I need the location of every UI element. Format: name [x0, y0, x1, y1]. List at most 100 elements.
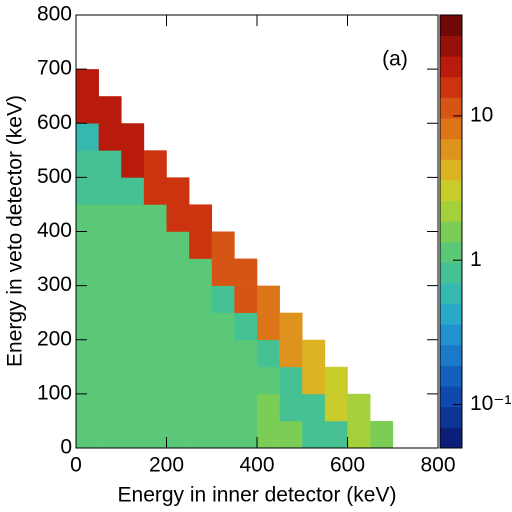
- heatmap-cell: [257, 285, 280, 313]
- x-tick-label: 600: [330, 454, 365, 477]
- heatmap-cell: [234, 366, 258, 395]
- heatmap-cell: [257, 339, 280, 368]
- heatmap-cell: [98, 96, 122, 124]
- heatmap-cell: [98, 366, 122, 395]
- heatmap-cell: [302, 366, 326, 395]
- heatmap-cell: [76, 177, 99, 205]
- heatmap-cell: [347, 420, 371, 449]
- colorbar-tick-label: 1: [470, 248, 482, 271]
- colorbar-segment: [440, 138, 462, 160]
- heatmap-cell: [121, 285, 145, 313]
- heatmap-cell: [143, 204, 167, 232]
- heatmap-cell: [279, 420, 303, 449]
- heatmap-cell: [76, 258, 99, 286]
- heatmap-cell: [143, 177, 167, 205]
- x-tick-label: 0: [70, 454, 82, 477]
- heatmap-cell: [234, 258, 258, 286]
- colorbar-frame: [439, 14, 463, 449]
- heatmap-cell: [76, 204, 99, 232]
- heatmap-cell: [302, 420, 326, 449]
- heatmap-cell: [324, 393, 348, 422]
- heatmap-cell: [211, 231, 235, 259]
- y-tick-label: 500: [37, 165, 72, 188]
- x-tick-label: 200: [149, 454, 184, 477]
- heatmap-cell: [211, 366, 235, 395]
- heatmap-cell: [189, 258, 213, 286]
- heatmap-cell: [257, 366, 280, 395]
- heatmap-cell: [121, 204, 145, 232]
- colorbar-segment: [440, 159, 462, 181]
- heatmap-cell: [76, 312, 99, 341]
- heatmap-cell: [189, 366, 213, 395]
- colorbar-segment: [440, 179, 462, 201]
- colorbar-segment: [440, 303, 462, 325]
- annotation: (a): [382, 48, 408, 71]
- heatmap-cell: [143, 366, 167, 395]
- y-tick-label: 100: [37, 381, 72, 404]
- heatmap-cell: [143, 285, 167, 313]
- colorbar-segment: [440, 56, 462, 78]
- heatmap-cell: [98, 393, 122, 422]
- heatmap-cell: [257, 312, 280, 341]
- heatmap-cell: [121, 312, 145, 341]
- colorbar-segment: [440, 76, 462, 98]
- heatmap-cell: [234, 420, 258, 449]
- heatmap-cell: [121, 393, 145, 422]
- heatmap-cell: [76, 96, 99, 124]
- heatmap-cell: [166, 177, 190, 205]
- heatmap-cell: [370, 420, 394, 449]
- heatmap-cell: [143, 339, 167, 368]
- colorbar-segment: [440, 15, 462, 37]
- heatmap-cell: [211, 258, 235, 286]
- heatmap-cell: [189, 231, 213, 259]
- y-tick-label: 800: [37, 3, 72, 26]
- heatmap-cell: [189, 204, 213, 232]
- heatmap-cell: [211, 285, 235, 313]
- heatmap-cell: [98, 150, 122, 178]
- heatmap-cell: [98, 177, 122, 205]
- heatmap-cell: [98, 204, 122, 232]
- heatmap-cell: [189, 285, 213, 313]
- heatmap-cell: [121, 177, 145, 205]
- heatmap-cell: [279, 339, 303, 368]
- colorbar-segment: [440, 118, 462, 140]
- y-tick-label: 400: [37, 219, 72, 242]
- heatmap-cell: [98, 339, 122, 368]
- heatmap-cell: [143, 231, 167, 259]
- heatmap-cell: [121, 258, 145, 286]
- heatmap-cell: [121, 339, 145, 368]
- x-tick-label: 800: [420, 454, 455, 477]
- colorbar-segment: [440, 406, 462, 428]
- colorbar-segment: [440, 365, 462, 387]
- heatmap-cell: [76, 123, 99, 151]
- x-axis-label: Energy in inner detector (keV): [118, 484, 397, 507]
- heatmap-cell: [347, 393, 371, 422]
- heatmap-cell: [143, 312, 167, 341]
- y-tick-label: 0: [60, 436, 72, 459]
- heatmap-cell: [98, 231, 122, 259]
- colorbar-segment: [440, 324, 462, 346]
- colorbar-segment: [440, 386, 462, 408]
- y-tick-label: 200: [37, 327, 72, 350]
- heatmap-cell: [302, 339, 326, 368]
- heatmap-cell: [189, 420, 213, 449]
- heatmap-cell: [234, 285, 258, 313]
- heatmap-cell: [98, 312, 122, 341]
- y-tick-label: 600: [37, 111, 72, 134]
- heatmap-cell: [121, 150, 145, 178]
- heatmap-cell: [189, 312, 213, 341]
- heatmap-cell: [76, 285, 99, 313]
- heatmap-cell: [211, 393, 235, 422]
- colorbar-segment: [440, 97, 462, 119]
- heatmap-cell: [234, 339, 258, 368]
- heatmap-cell: [234, 312, 258, 341]
- heatmap-cell: [166, 312, 190, 341]
- heatmap-cell: [189, 393, 213, 422]
- heatmap-cell: [76, 420, 99, 449]
- heatmap-cell: [166, 393, 190, 422]
- x-tick-label: 400: [239, 454, 274, 477]
- heatmap-cell: [189, 339, 213, 368]
- heatmap-cell: [324, 366, 348, 395]
- heatmap-cell: [166, 231, 190, 259]
- colorbar-tick-label: 10: [470, 103, 493, 126]
